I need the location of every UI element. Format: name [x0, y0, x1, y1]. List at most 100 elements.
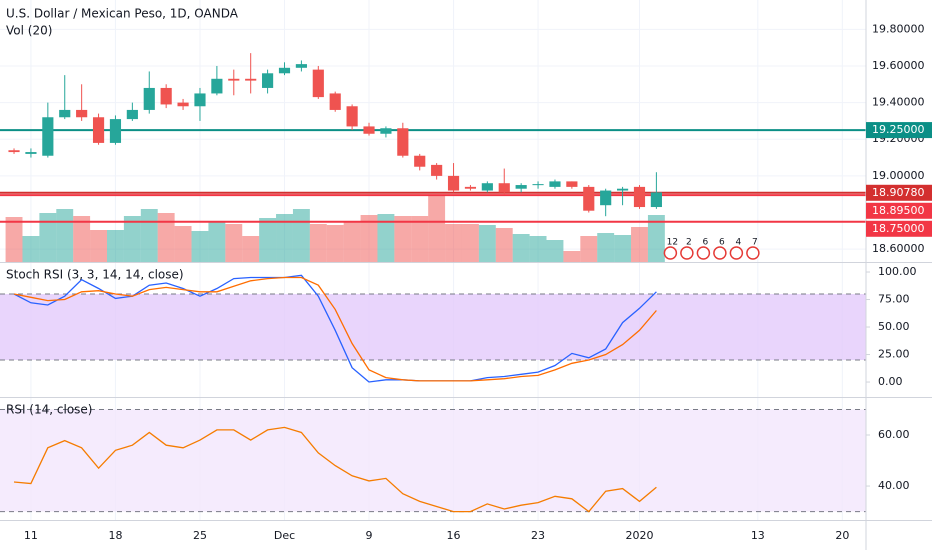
- price-label-box: [866, 220, 932, 237]
- volume-bar: [22, 236, 40, 262]
- volume-bar: [242, 236, 260, 262]
- indicator-line: [13, 426, 657, 513]
- candle-body: [177, 102, 189, 107]
- plot-layer: 12 2 6 6 4 7: [0, 0, 866, 520]
- volume-bar: [529, 236, 547, 262]
- candle-body: [600, 190, 612, 206]
- x-tick-label: 16: [447, 529, 461, 542]
- event-count: 12: [667, 238, 678, 248]
- price-label-box: [866, 122, 932, 139]
- y-tick-label: 19.60000: [872, 59, 925, 72]
- y-tick-label: 19.80000: [872, 22, 925, 35]
- y-tick-label: 19.00000: [872, 169, 925, 182]
- volume-bar: [276, 214, 293, 262]
- x-tick-label: 13: [751, 529, 765, 542]
- rsi-legend[interactable]: RSI (14, close): [6, 403, 92, 417]
- candle-body: [8, 150, 20, 153]
- x-tick-label: 23: [531, 529, 545, 542]
- volume-bar: [123, 216, 141, 262]
- y-tick-label: 60.00: [878, 428, 910, 441]
- x-tick-label: 11: [24, 529, 38, 542]
- candle-body: [245, 78, 257, 81]
- candle-body: [228, 78, 240, 81]
- volume-bar: [614, 235, 632, 262]
- event-count: 7: [752, 238, 758, 248]
- volume-bar: [157, 213, 175, 262]
- candle-body: [650, 192, 662, 208]
- candle-body: [346, 106, 358, 127]
- volume-bar: [174, 226, 192, 262]
- y-tick-label: 25.00: [878, 348, 910, 361]
- volume-bar: [56, 209, 74, 262]
- price-label: 18.89500: [872, 204, 925, 217]
- volume-bar: [39, 213, 57, 262]
- candle-body: [566, 181, 578, 187]
- y-tick-label: 75.00: [878, 293, 910, 306]
- volume-bar: [445, 224, 462, 262]
- event-count: 6: [703, 238, 709, 248]
- candle-body: [59, 109, 71, 118]
- volume-bar: [478, 225, 496, 262]
- volume-bar: [647, 215, 665, 262]
- event-count: 6: [719, 238, 725, 248]
- candle-body: [447, 175, 460, 191]
- volume-bar: [631, 227, 648, 262]
- y-tick-label: 18.60000: [872, 242, 925, 255]
- event-marker: [663, 246, 678, 260]
- candle-body: [380, 128, 392, 134]
- volume-bar: [597, 233, 615, 262]
- price-label-box: [866, 202, 932, 219]
- event-marker: [729, 246, 744, 260]
- volume-legend[interactable]: Vol (20): [6, 24, 52, 38]
- volume-bar: [225, 224, 243, 262]
- candle-body: [431, 164, 443, 176]
- stoch-legend[interactable]: Stoch RSI (3, 3, 14, 14, close): [6, 268, 184, 282]
- chart-title[interactable]: U.S. Dollar / Mexican Peso, 1D, OANDA: [6, 7, 239, 21]
- price-label: 18.90780: [872, 186, 925, 199]
- y-tick-label: 50.00: [878, 320, 910, 333]
- volume-bar: [90, 230, 108, 262]
- volume-bar: [5, 217, 23, 262]
- x-tick-label: 20: [835, 529, 849, 542]
- candle-body: [92, 117, 105, 143]
- candle-body: [617, 188, 629, 191]
- volume-bar: [411, 216, 429, 262]
- candle-body: [194, 93, 206, 107]
- candle-body: [211, 78, 223, 94]
- volume-bar: [461, 224, 479, 262]
- volume-bar: [563, 251, 581, 262]
- candle-body: [515, 185, 527, 189]
- candle-body: [109, 119, 122, 143]
- volume-bar: [377, 214, 395, 262]
- y-tick-label: 19.40000: [872, 96, 925, 109]
- candle-body: [76, 109, 88, 118]
- price-label: 18.75000: [872, 222, 925, 235]
- event-marker: [746, 246, 760, 260]
- volume-bar: [191, 231, 209, 262]
- candle-body: [278, 67, 291, 74]
- x-tick-label: 9: [366, 529, 373, 542]
- volume-bar: [343, 222, 361, 262]
- candle-body: [295, 64, 307, 68]
- candle-body: [583, 186, 595, 211]
- event-marker: [680, 246, 694, 260]
- x-tick-label: 25: [193, 529, 207, 542]
- volume-bar: [360, 215, 378, 262]
- volume-bar: [428, 196, 446, 262]
- x-tick-label: Dec: [274, 529, 295, 542]
- candle-body: [126, 109, 138, 120]
- volume-bar: [140, 209, 158, 262]
- band-fill: [0, 409, 866, 512]
- event-marker: [696, 246, 711, 260]
- indicator-line: [13, 276, 657, 382]
- candle-body: [25, 152, 37, 154]
- candle-body: [414, 155, 426, 167]
- candle-body: [363, 126, 375, 134]
- y-tick-label: 100.00: [878, 265, 917, 278]
- volume-bar: [208, 222, 226, 262]
- candle-body: [481, 183, 493, 191]
- candle-body: [329, 93, 341, 110]
- event-marker: [713, 246, 727, 260]
- candle-body: [532, 184, 544, 186]
